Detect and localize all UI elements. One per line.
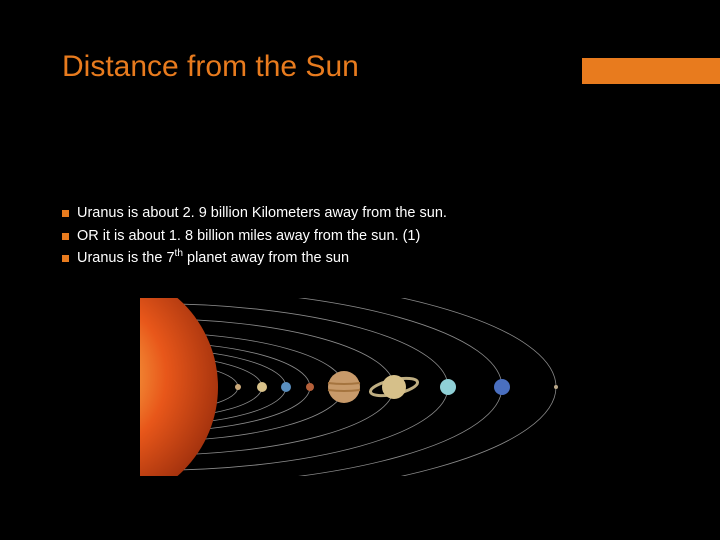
bullet-item: Uranus is about 2. 9 billion Kilometers … <box>62 204 660 224</box>
bullet-item: Uranus is the 7th planet away from the s… <box>62 249 660 269</box>
bullet-list: Uranus is about 2. 9 billion Kilometers … <box>62 204 660 272</box>
bullet-marker <box>62 210 69 217</box>
bullet-item: OR it is about 1. 8 billion miles away f… <box>62 227 660 247</box>
bullet-text: OR it is about 1. 8 billion miles away f… <box>77 227 420 247</box>
solar-system-figure <box>140 298 558 476</box>
page-title: Distance from the Sun <box>62 50 359 84</box>
bullet-marker <box>62 233 69 240</box>
accent-bar <box>582 58 720 84</box>
bullet-text: Uranus is about 2. 9 billion Kilometers … <box>77 204 447 224</box>
bullet-text: Uranus is the 7th planet away from the s… <box>77 249 349 269</box>
bullet-marker <box>62 255 69 262</box>
